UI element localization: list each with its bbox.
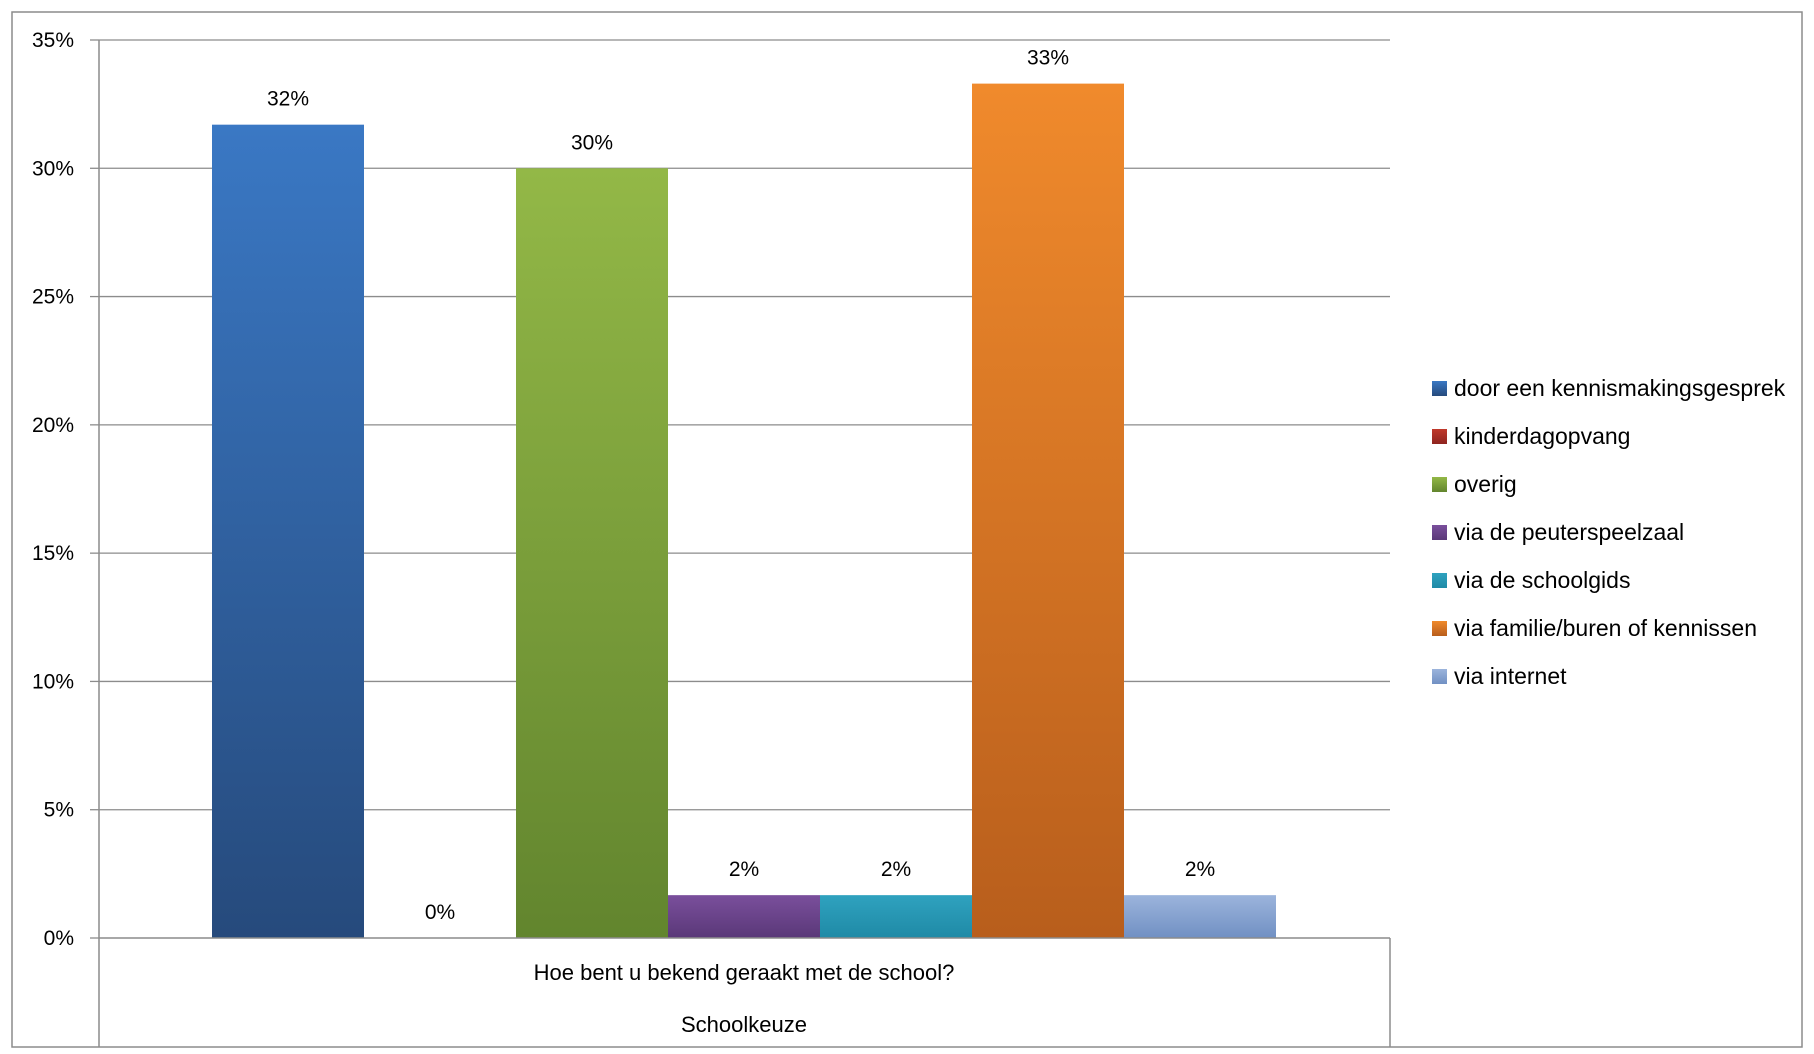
legend-swatch: [1432, 477, 1447, 492]
y-tick-label: 30%: [32, 157, 74, 180]
data-label: 32%: [267, 88, 309, 111]
bar-3: [516, 168, 668, 939]
y-tick-label: 15%: [32, 542, 74, 565]
bar-1: [212, 124, 364, 938]
bar-7: [1124, 895, 1276, 938]
legend-label: via de schoolgids: [1454, 567, 1630, 593]
bar-6: [972, 83, 1124, 939]
legend-swatch: [1432, 621, 1447, 636]
legend-label: via familie/buren of kennissen: [1454, 615, 1757, 641]
legend-label: kinderdagopvang: [1454, 423, 1630, 449]
axes: 0% 5% 10% 15% 20% 25% 30% 35% Hoe bent u bekend …: [32, 29, 1391, 1047]
chart-border: [11, 11, 1803, 1048]
bar-4: [668, 895, 820, 938]
legend-label: overig: [1454, 471, 1517, 497]
data-label: 2%: [729, 858, 759, 881]
legend-swatch: [1432, 381, 1447, 396]
legend-swatch: [1432, 573, 1447, 588]
y-tick-label: 0%: [44, 927, 74, 950]
data-label: 30%: [571, 131, 613, 154]
data-label: 0%: [425, 901, 455, 924]
bars: [212, 83, 1276, 939]
category-label: Hoe bent u bekend geraakt met de school?: [534, 960, 955, 985]
y-tick-label: 25%: [32, 286, 74, 309]
data-label: 33%: [1027, 47, 1069, 70]
legend: door een kennismakingsgesprek kinderdagop…: [1432, 375, 1786, 689]
data-label: 2%: [881, 858, 911, 881]
data-labels: 32% 0% 30% 2% 2% 33% 2%: [267, 47, 1215, 924]
bar-5: [820, 895, 972, 938]
x-axis-title: Schoolkeuze: [681, 1012, 807, 1037]
data-label: 2%: [1185, 858, 1215, 881]
legend-label: door een kennismakingsgesprek: [1454, 375, 1786, 401]
legend-swatch: [1432, 429, 1447, 444]
y-tick-label: 35%: [32, 29, 74, 52]
y-tick-label: 20%: [32, 414, 74, 437]
legend-swatch: [1432, 669, 1447, 684]
legend-swatch: [1432, 525, 1447, 540]
legend-label: via de peuterspeelzaal: [1454, 519, 1684, 545]
y-tick-label: 10%: [32, 670, 74, 693]
y-tick-label: 5%: [44, 799, 74, 822]
legend-label: via internet: [1454, 663, 1567, 689]
